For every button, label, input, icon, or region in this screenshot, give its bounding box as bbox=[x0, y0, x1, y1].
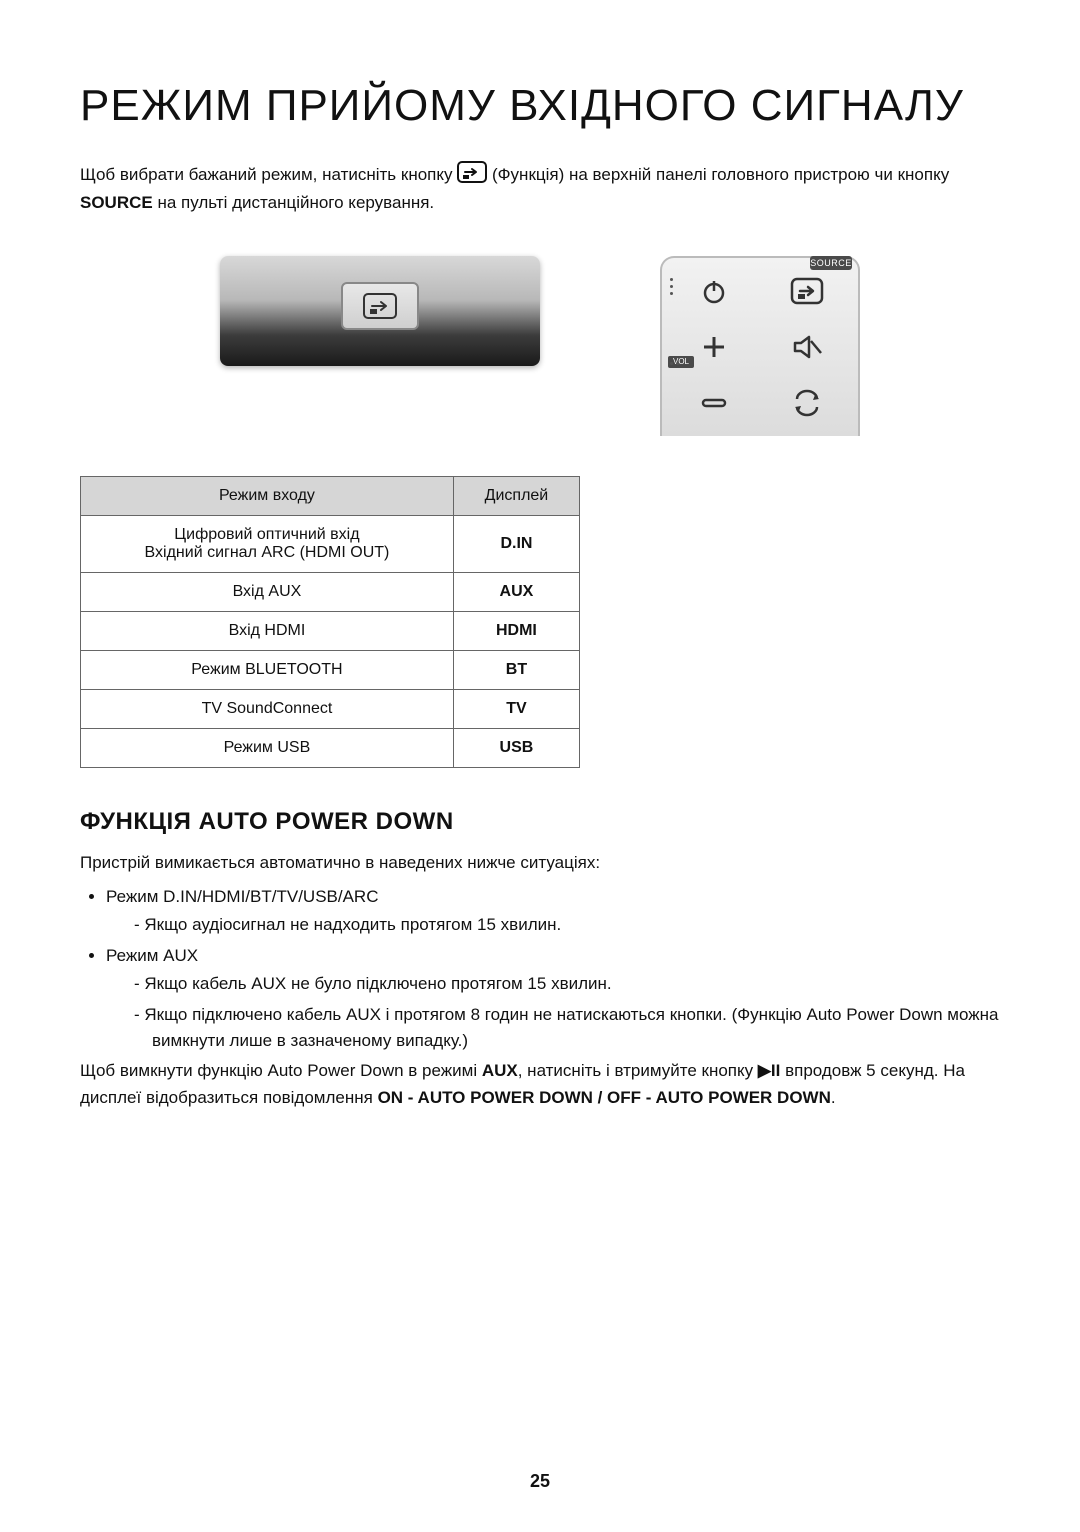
remote-braille-dots bbox=[670, 278, 673, 295]
remote-repeat-icon bbox=[769, 380, 844, 426]
table-cell-display: TV bbox=[453, 689, 579, 728]
dash-item: Якщо підключено кабель AUX і протягом 8 … bbox=[134, 1002, 1000, 1055]
page-title: РЕЖИМ ПРИЙОМУ ВХІДНОГО СИГНАЛУ bbox=[80, 80, 1000, 133]
dash-list: Якщо кабель AUX не було підключено протя… bbox=[106, 971, 1000, 1054]
table-cell-mode: Режим BLUETOOTH bbox=[81, 650, 454, 689]
table-row: Цифровий оптичний вхідВхідний сигнал ARC… bbox=[81, 515, 580, 572]
tail-text: , натисніть і втримуйте кнопку bbox=[518, 1061, 758, 1080]
intro-source-bold: SOURCE bbox=[80, 193, 153, 212]
remote-minus-icon bbox=[676, 380, 751, 426]
intro-text-3: на пульті дистанційного керування. bbox=[157, 193, 434, 212]
table-cell-display: BT bbox=[453, 650, 579, 689]
page: РЕЖИМ ПРИЙОМУ ВХІДНОГО СИГНАЛУ Щоб вибра… bbox=[0, 0, 1080, 1532]
table-row: Режим BLUETOOTH BT bbox=[81, 650, 580, 689]
remote-source-icon bbox=[769, 268, 844, 314]
bullet-text: Режим D.IN/HDMI/BT/TV/USB/ARC bbox=[106, 887, 378, 906]
table-cell-mode-line: Вхід HDMI bbox=[95, 622, 439, 640]
tail-btn: ▶II bbox=[758, 1061, 781, 1080]
remote-mute-icon bbox=[769, 324, 844, 370]
intro-paragraph: Щоб вибрати бажаний режим, натисніть кно… bbox=[80, 161, 1000, 216]
tail-aux: AUX bbox=[482, 1061, 518, 1080]
section-heading: ФУНКЦІЯ AUTO POWER DOWN bbox=[80, 808, 1000, 836]
table-cell-mode: Цифровий оптичний вхідВхідний сигнал ARC… bbox=[81, 515, 454, 572]
table-cell-display: AUX bbox=[453, 572, 579, 611]
mode-table: Режим входу Дисплей Цифровий оптичний вх… bbox=[80, 476, 580, 768]
section-lead: Пристрій вимикається автоматично в навед… bbox=[80, 850, 1000, 876]
page-number: 25 bbox=[0, 1471, 1080, 1492]
bullet-text: Режим AUX bbox=[106, 946, 198, 965]
illustrations-row: SOURCE VOL bbox=[80, 256, 1000, 436]
table-header-display: Дисплей bbox=[453, 476, 579, 515]
table-row: Режим USB USB bbox=[81, 728, 580, 767]
tail-paragraph: Щоб вимкнути функцію Auto Power Down в р… bbox=[80, 1058, 1000, 1111]
bullet-list: Режим D.IN/HDMI/BT/TV/USB/ARC Якщо аудіо… bbox=[80, 884, 1000, 1054]
table-cell-mode-line: Цифровий оптичний вхід bbox=[95, 526, 439, 544]
table-cell-mode: Вхід AUX bbox=[81, 572, 454, 611]
remote-power-icon bbox=[676, 268, 751, 314]
table-cell-display: HDMI bbox=[453, 611, 579, 650]
bullet-item: Режим AUX Якщо кабель AUX не було підклю… bbox=[106, 943, 1000, 1054]
remote-illustration: SOURCE VOL bbox=[660, 256, 860, 436]
table-header-row: Режим входу Дисплей bbox=[81, 476, 580, 515]
table-row: Вхід HDMI HDMI bbox=[81, 611, 580, 650]
table-cell-mode: Вхід HDMI bbox=[81, 611, 454, 650]
tail-text: . bbox=[831, 1088, 836, 1107]
table-cell-mode-line: Вхід AUX bbox=[95, 583, 439, 601]
table-cell-mode: Режим USB bbox=[81, 728, 454, 767]
table-row: Вхід AUX AUX bbox=[81, 572, 580, 611]
function-icon bbox=[457, 161, 487, 191]
remote-source-label-text: SOURCE bbox=[810, 258, 852, 268]
dash-list: Якщо аудіосигнал не надходить протягом 1… bbox=[106, 912, 1000, 938]
table-row: TV SoundConnect TV bbox=[81, 689, 580, 728]
tail-msg: ON - AUTO POWER DOWN / OFF - AUTO POWER … bbox=[378, 1088, 831, 1107]
table-cell-display: D.IN bbox=[453, 515, 579, 572]
table-cell-mode-line: Режим USB bbox=[95, 739, 439, 757]
table-cell-mode-line: TV SoundConnect bbox=[95, 700, 439, 718]
remote-plus-icon bbox=[676, 324, 751, 370]
table-cell-display: USB bbox=[453, 728, 579, 767]
dash-item: Якщо аудіосигнал не надходить протягом 1… bbox=[134, 912, 1000, 938]
dash-item: Якщо кабель AUX не було підключено протя… bbox=[134, 971, 1000, 997]
bullet-item: Режим D.IN/HDMI/BT/TV/USB/ARC Якщо аудіо… bbox=[106, 884, 1000, 939]
soundbar-illustration bbox=[220, 256, 540, 366]
tail-text: Щоб вимкнути функцію Auto Power Down в р… bbox=[80, 1061, 482, 1080]
table-cell-mode-line: Режим BLUETOOTH bbox=[95, 661, 439, 679]
intro-text-2: (Функція) на верхній панелі головного пр… bbox=[492, 165, 949, 184]
table-cell-mode-line: Вхідний сигнал ARC (HDMI OUT) bbox=[95, 544, 439, 562]
intro-text-1: Щоб вибрати бажаний режим, натисніть кно… bbox=[80, 165, 457, 184]
table-header-mode: Режим входу bbox=[81, 476, 454, 515]
table-cell-mode: TV SoundConnect bbox=[81, 689, 454, 728]
soundbar-function-button bbox=[341, 282, 419, 330]
